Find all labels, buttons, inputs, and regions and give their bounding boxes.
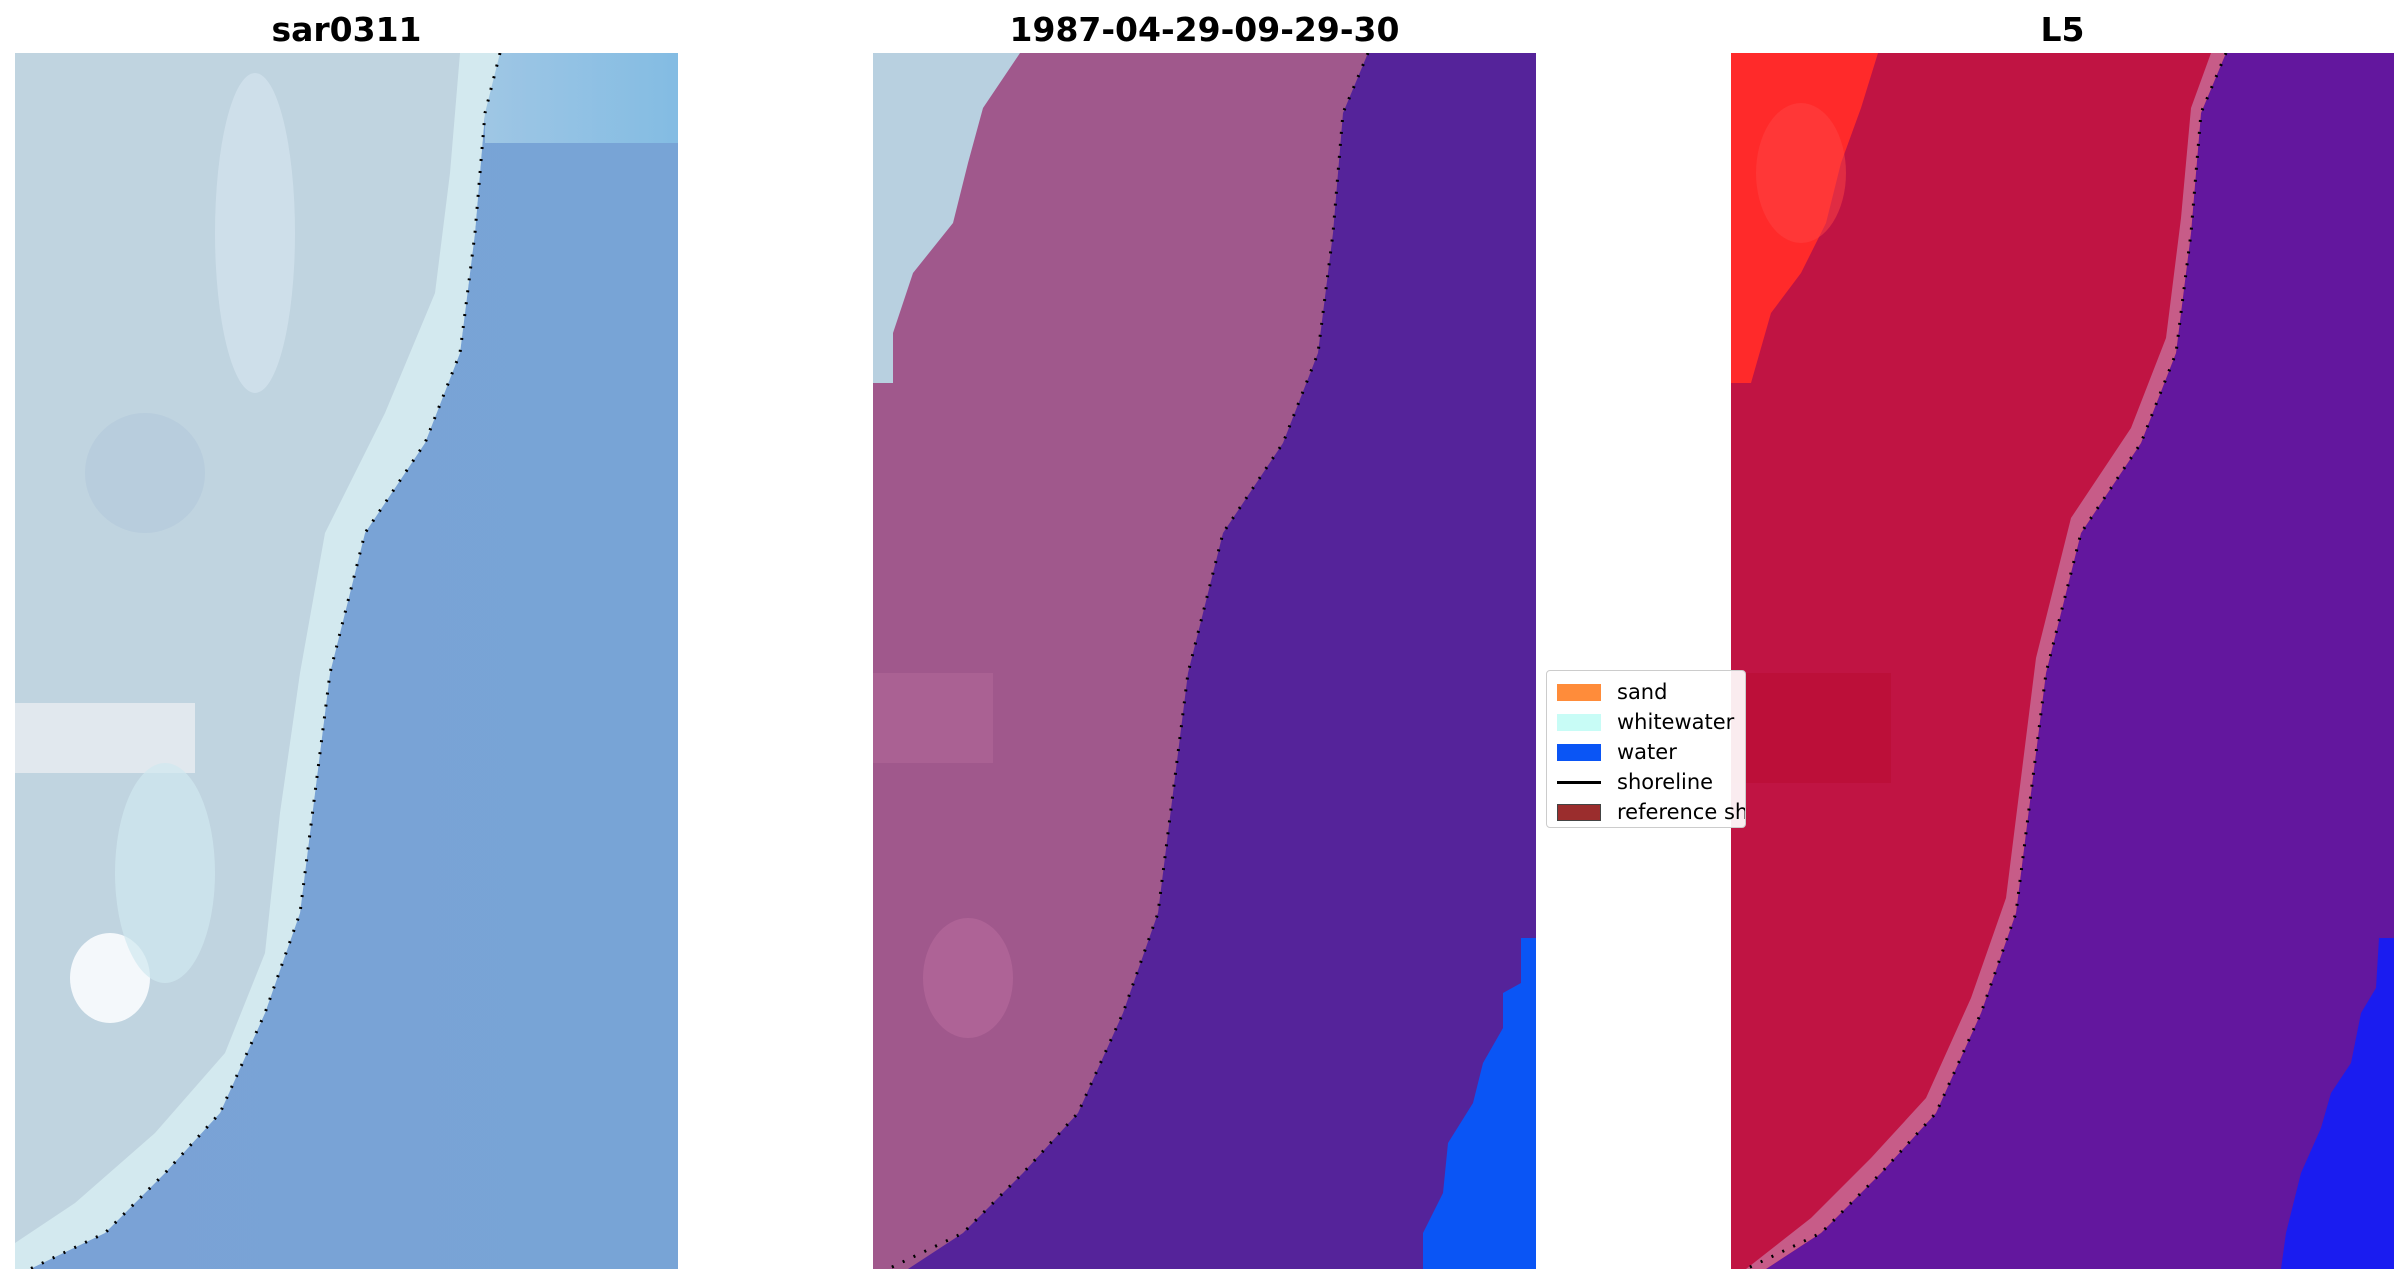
legend-item-shoreline: shoreline <box>1557 770 1713 794</box>
legend-label-water: water <box>1617 740 1677 764</box>
legend-label-whitewater: whitewater <box>1617 710 1735 734</box>
sand-swatch <box>1557 683 1601 701</box>
water-swatch <box>1557 743 1601 761</box>
shoreline-line-swatch <box>1557 780 1601 784</box>
legend-label-shoreline: shoreline <box>1617 770 1714 794</box>
l5-image-panel <box>1731 53 2394 1269</box>
legend-label-sand: sand <box>1617 680 1668 704</box>
classified-image <box>873 53 1536 1269</box>
legend-item-sand: sand <box>1557 680 1667 704</box>
classified-image-panel <box>873 53 1536 1269</box>
reference-swatch <box>1557 803 1601 821</box>
legend-item-reference: reference shoreline buffer <box>1557 800 1746 824</box>
whitewater-swatch <box>1557 713 1601 731</box>
panel-title-1: sar0311 <box>271 10 422 49</box>
panel-title-2: 1987-04-29-09-29-30 <box>1009 10 1400 49</box>
legend-item-water: water <box>1557 740 1677 764</box>
legend: sand whitewater water shoreline referenc… <box>1546 670 1746 828</box>
sar-image <box>15 53 678 1269</box>
panel-title-3: L5 <box>2040 10 2085 49</box>
sar-image-panel <box>15 53 678 1269</box>
l5-image <box>1731 53 2394 1269</box>
legend-label-reference: reference shoreline buffer <box>1617 800 1746 824</box>
legend-item-whitewater: whitewater <box>1557 710 1734 734</box>
